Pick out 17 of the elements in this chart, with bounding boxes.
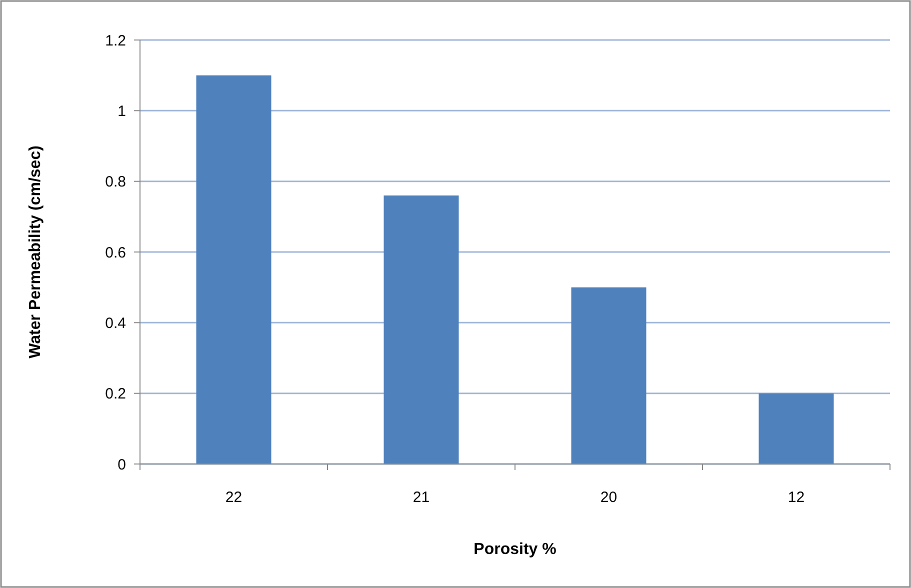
y-axis-title: Water Permeability (cm/sec)	[27, 146, 44, 358]
x-tick-label: 21	[412, 489, 430, 506]
bar	[384, 195, 459, 464]
y-tick-label: 0.6	[105, 244, 126, 262]
y-tick-label: 1	[118, 102, 126, 120]
y-tick-label: 0.8	[105, 174, 126, 191]
y-tick-label: 1.2	[105, 32, 126, 50]
bar	[758, 393, 834, 464]
x-tick-label: 12	[788, 489, 805, 506]
x-tick-label: 22	[225, 489, 242, 506]
x-axis-title: Porosity %	[474, 541, 556, 558]
y-tick-label: 0.2	[105, 386, 126, 403]
y-tick-label: 0.4	[105, 314, 126, 332]
y-tick-label: 0	[118, 456, 126, 474]
bar	[571, 287, 646, 464]
bar	[196, 75, 272, 464]
x-tick-label: 20	[600, 489, 618, 506]
